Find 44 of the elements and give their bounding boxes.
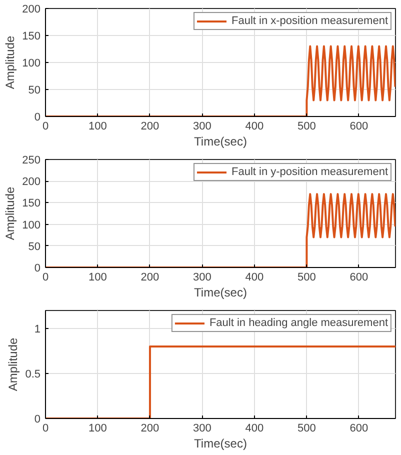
y-axis-title: Amplitude — [3, 186, 18, 240]
x-tick-label: 600 — [350, 422, 368, 434]
y-tick-label: 0 — [34, 262, 41, 274]
x-tick-label: 200 — [140, 272, 160, 284]
y-tick-label: 1 — [34, 324, 41, 336]
x-tick-label: 200 — [140, 120, 160, 132]
x-tick-label: 500 — [298, 272, 316, 284]
x-tick-label: 400 — [245, 120, 264, 132]
y-axis-title: Amplitude — [3, 35, 18, 90]
x-axis-title: Time(sec) — [194, 436, 247, 450]
x-tick-label: 600 — [350, 120, 368, 132]
legend-label: Fault in x-position measurement — [231, 15, 388, 27]
x-tick-label: 100 — [88, 120, 107, 132]
y-tick-label: 0 — [34, 112, 41, 124]
x-tick-label: 500 — [298, 422, 316, 434]
y-tick-label: 250 — [22, 154, 41, 166]
x-tick-label: 100 — [88, 422, 107, 434]
y-tick-label: 100 — [22, 58, 41, 70]
x-tick-label: 400 — [245, 422, 264, 434]
y-tick-label: 0 — [34, 414, 41, 426]
y-tick-label: 100 — [22, 219, 41, 232]
x-tick-label: 300 — [193, 422, 212, 434]
legend-label: Fault in heading angle measurement — [209, 317, 388, 329]
x-axis-title: Time(sec) — [194, 286, 247, 300]
x-tick-label: 300 — [193, 120, 212, 132]
legend-label: Fault in y-position measurement — [231, 166, 388, 178]
x-tick-label: 100 — [88, 272, 107, 284]
y-tick-label: 150 — [22, 198, 41, 210]
x-tick-label: 0 — [42, 422, 49, 434]
x-tick-label: 500 — [298, 120, 316, 132]
x-axis-title: Time(sec) — [194, 134, 247, 148]
y-tick-label: 50 — [28, 84, 41, 96]
x-tick-label: 200 — [140, 422, 160, 434]
y-tick-label: 50 — [28, 240, 41, 253]
y-tick-label: 200 — [22, 4, 41, 16]
y-tick-label: 150 — [22, 30, 41, 42]
x-tick-label: 300 — [193, 272, 212, 284]
x-tick-label: 0 — [42, 120, 49, 132]
x-tick-label: 600 — [350, 272, 368, 284]
x-tick-label: 400 — [245, 272, 264, 284]
y-tick-label: 0.5 — [25, 368, 41, 380]
y-tick-label: 200 — [22, 176, 41, 188]
y-axis-title: Amplitude — [6, 337, 20, 392]
x-tick-label: 0 — [42, 272, 49, 284]
